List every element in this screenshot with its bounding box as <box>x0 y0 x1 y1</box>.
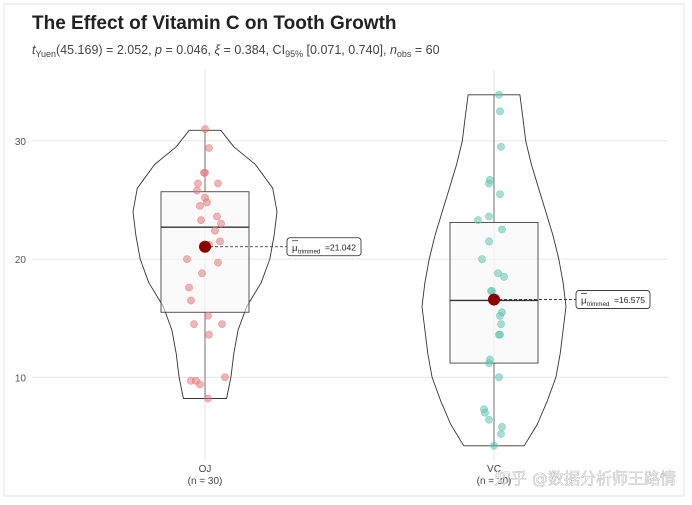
x-count-label: (n = 30) <box>188 476 223 487</box>
mean-label-group: μ trimmed =16.575 <box>575 290 651 309</box>
data-point <box>485 415 493 424</box>
mean-label-box <box>286 237 362 257</box>
subtitle-stat-sub: Yuen <box>35 49 56 59</box>
data-point <box>214 258 222 267</box>
x-tick-label: VC <box>487 464 501 475</box>
subtitle-p-symbol: p <box>154 43 162 57</box>
data-point <box>204 311 212 320</box>
subtitle-stat-symbol: t <box>32 43 36 57</box>
data-point <box>204 394 212 403</box>
data-point <box>183 255 191 263</box>
data-point <box>201 168 209 177</box>
data-point <box>485 212 493 221</box>
trimmed-mean-point <box>488 293 500 306</box>
violin-layer <box>132 94 567 447</box>
data-point <box>196 380 204 389</box>
data-point <box>497 320 505 328</box>
data-point <box>485 179 493 188</box>
data-point <box>494 269 502 278</box>
data-point <box>474 216 482 224</box>
mean-label-mu: μ <box>292 243 297 254</box>
data-point <box>201 125 209 134</box>
mean-label-box <box>575 290 651 309</box>
data-point <box>490 441 498 450</box>
x-axis-ticks: OJ(n = 30)VC(n = 30) <box>188 464 512 487</box>
y-tick-label: 10 <box>15 373 27 384</box>
subtitle-ci-rest: [0.071, 0.740], <box>303 43 390 57</box>
data-point <box>187 296 195 305</box>
data-point <box>498 225 506 234</box>
x-tick-label: OJ <box>199 464 212 475</box>
data-point <box>497 142 505 151</box>
data-point <box>203 198 211 207</box>
subtitle-effect-rest: = 0.384, CI <box>220 43 285 57</box>
data-point <box>487 287 495 295</box>
mean-label-mu: μ <box>581 296 586 307</box>
data-point <box>214 179 222 188</box>
subtitle-n-rest: = 60 <box>411 43 439 57</box>
point-layer <box>183 90 508 450</box>
data-point <box>213 212 221 221</box>
data-point <box>198 269 206 278</box>
chart-title: The Effect of Vitamin C on Tooth Growth <box>32 13 397 34</box>
trimmed-mean-point <box>199 240 211 253</box>
data-point <box>495 373 503 382</box>
data-point <box>500 272 508 281</box>
watermark-text: 知乎 @数据分析师王路情 <box>495 469 676 488</box>
mean-label-value: =16.575 <box>614 295 645 305</box>
data-point <box>496 107 504 116</box>
y-axis-ticks: 10 20 30 <box>15 137 27 384</box>
subtitle-n-sub: obs <box>397 49 412 59</box>
data-point <box>185 283 193 292</box>
data-point <box>197 216 205 224</box>
data-point <box>485 237 493 246</box>
mean-label-group: μ trimmed =21.042 <box>286 237 362 257</box>
data-point <box>205 144 213 152</box>
data-point <box>481 408 489 417</box>
data-point <box>216 237 224 246</box>
data-point <box>496 311 504 320</box>
data-point <box>196 201 204 210</box>
data-point <box>218 320 226 328</box>
x-count-label: (n = 30) <box>477 476 512 487</box>
subtitle-n-symbol: n <box>390 43 397 57</box>
violin-vc <box>421 94 567 447</box>
subtitle-p-rest: = 0.046, <box>162 43 214 57</box>
data-point <box>495 90 503 99</box>
data-point <box>498 422 506 431</box>
subtitle-ci-sub: 95% <box>285 49 303 59</box>
data-point <box>194 179 202 188</box>
chart-subtitle: tYuen(45.169) = 2.052, p = 0.046, ξ = 0.… <box>32 43 440 59</box>
mean-label-sub: trimmed <box>298 248 321 255</box>
data-point <box>217 219 225 228</box>
data-point <box>193 186 201 195</box>
y-tick-label: 20 <box>15 255 27 266</box>
mean-label-sub: trimmed <box>587 301 610 308</box>
violin-oj <box>132 129 278 399</box>
subtitle-effect-symbol: ξ <box>214 43 221 57</box>
mean-label-value: =21.042 <box>325 242 356 252</box>
data-point <box>485 359 493 367</box>
data-point <box>205 330 213 339</box>
data-point <box>211 226 219 235</box>
data-point <box>496 190 504 198</box>
data-point <box>496 330 504 339</box>
subtitle-stat-rest: (45.169) = 2.052, <box>56 43 155 57</box>
data-point <box>478 255 486 263</box>
data-point <box>221 373 229 382</box>
y-tick-label: 30 <box>15 137 27 148</box>
data-point <box>497 430 505 438</box>
data-point <box>190 320 198 328</box>
